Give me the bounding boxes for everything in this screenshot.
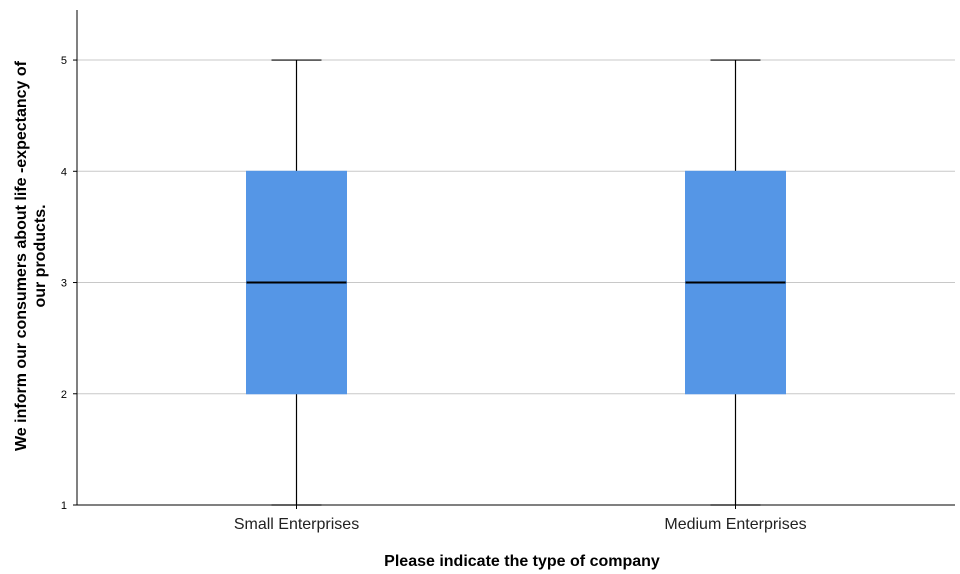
y-axis-title-line-2: our products.: [32, 204, 49, 307]
boxes: [246, 59, 786, 506]
axes: [76, 10, 955, 506]
y-axis-title-line-1: We inform our consumers about life -expe…: [13, 60, 30, 451]
category-label: Small Enterprises: [234, 516, 359, 533]
y-axis-title: We inform our consumers about life -expe…: [13, 60, 49, 451]
category-label: Medium Enterprises: [664, 516, 806, 533]
category-labels: Small Enterprises Medium Enterprises: [234, 505, 807, 533]
y-tick-label: 3: [61, 278, 67, 290]
box-1: [246, 59, 347, 506]
box-2: [685, 59, 786, 506]
y-tick-label: 5: [61, 55, 67, 67]
y-tick-label: 4: [61, 166, 67, 178]
gridlines: [77, 59, 955, 395]
y-tick-label: 2: [61, 389, 67, 401]
y-tick-labels: 1 2 3 4 5: [61, 55, 77, 512]
y-tick-label: 1: [61, 500, 67, 512]
x-axis-title: Please indicate the type of company: [384, 553, 660, 570]
